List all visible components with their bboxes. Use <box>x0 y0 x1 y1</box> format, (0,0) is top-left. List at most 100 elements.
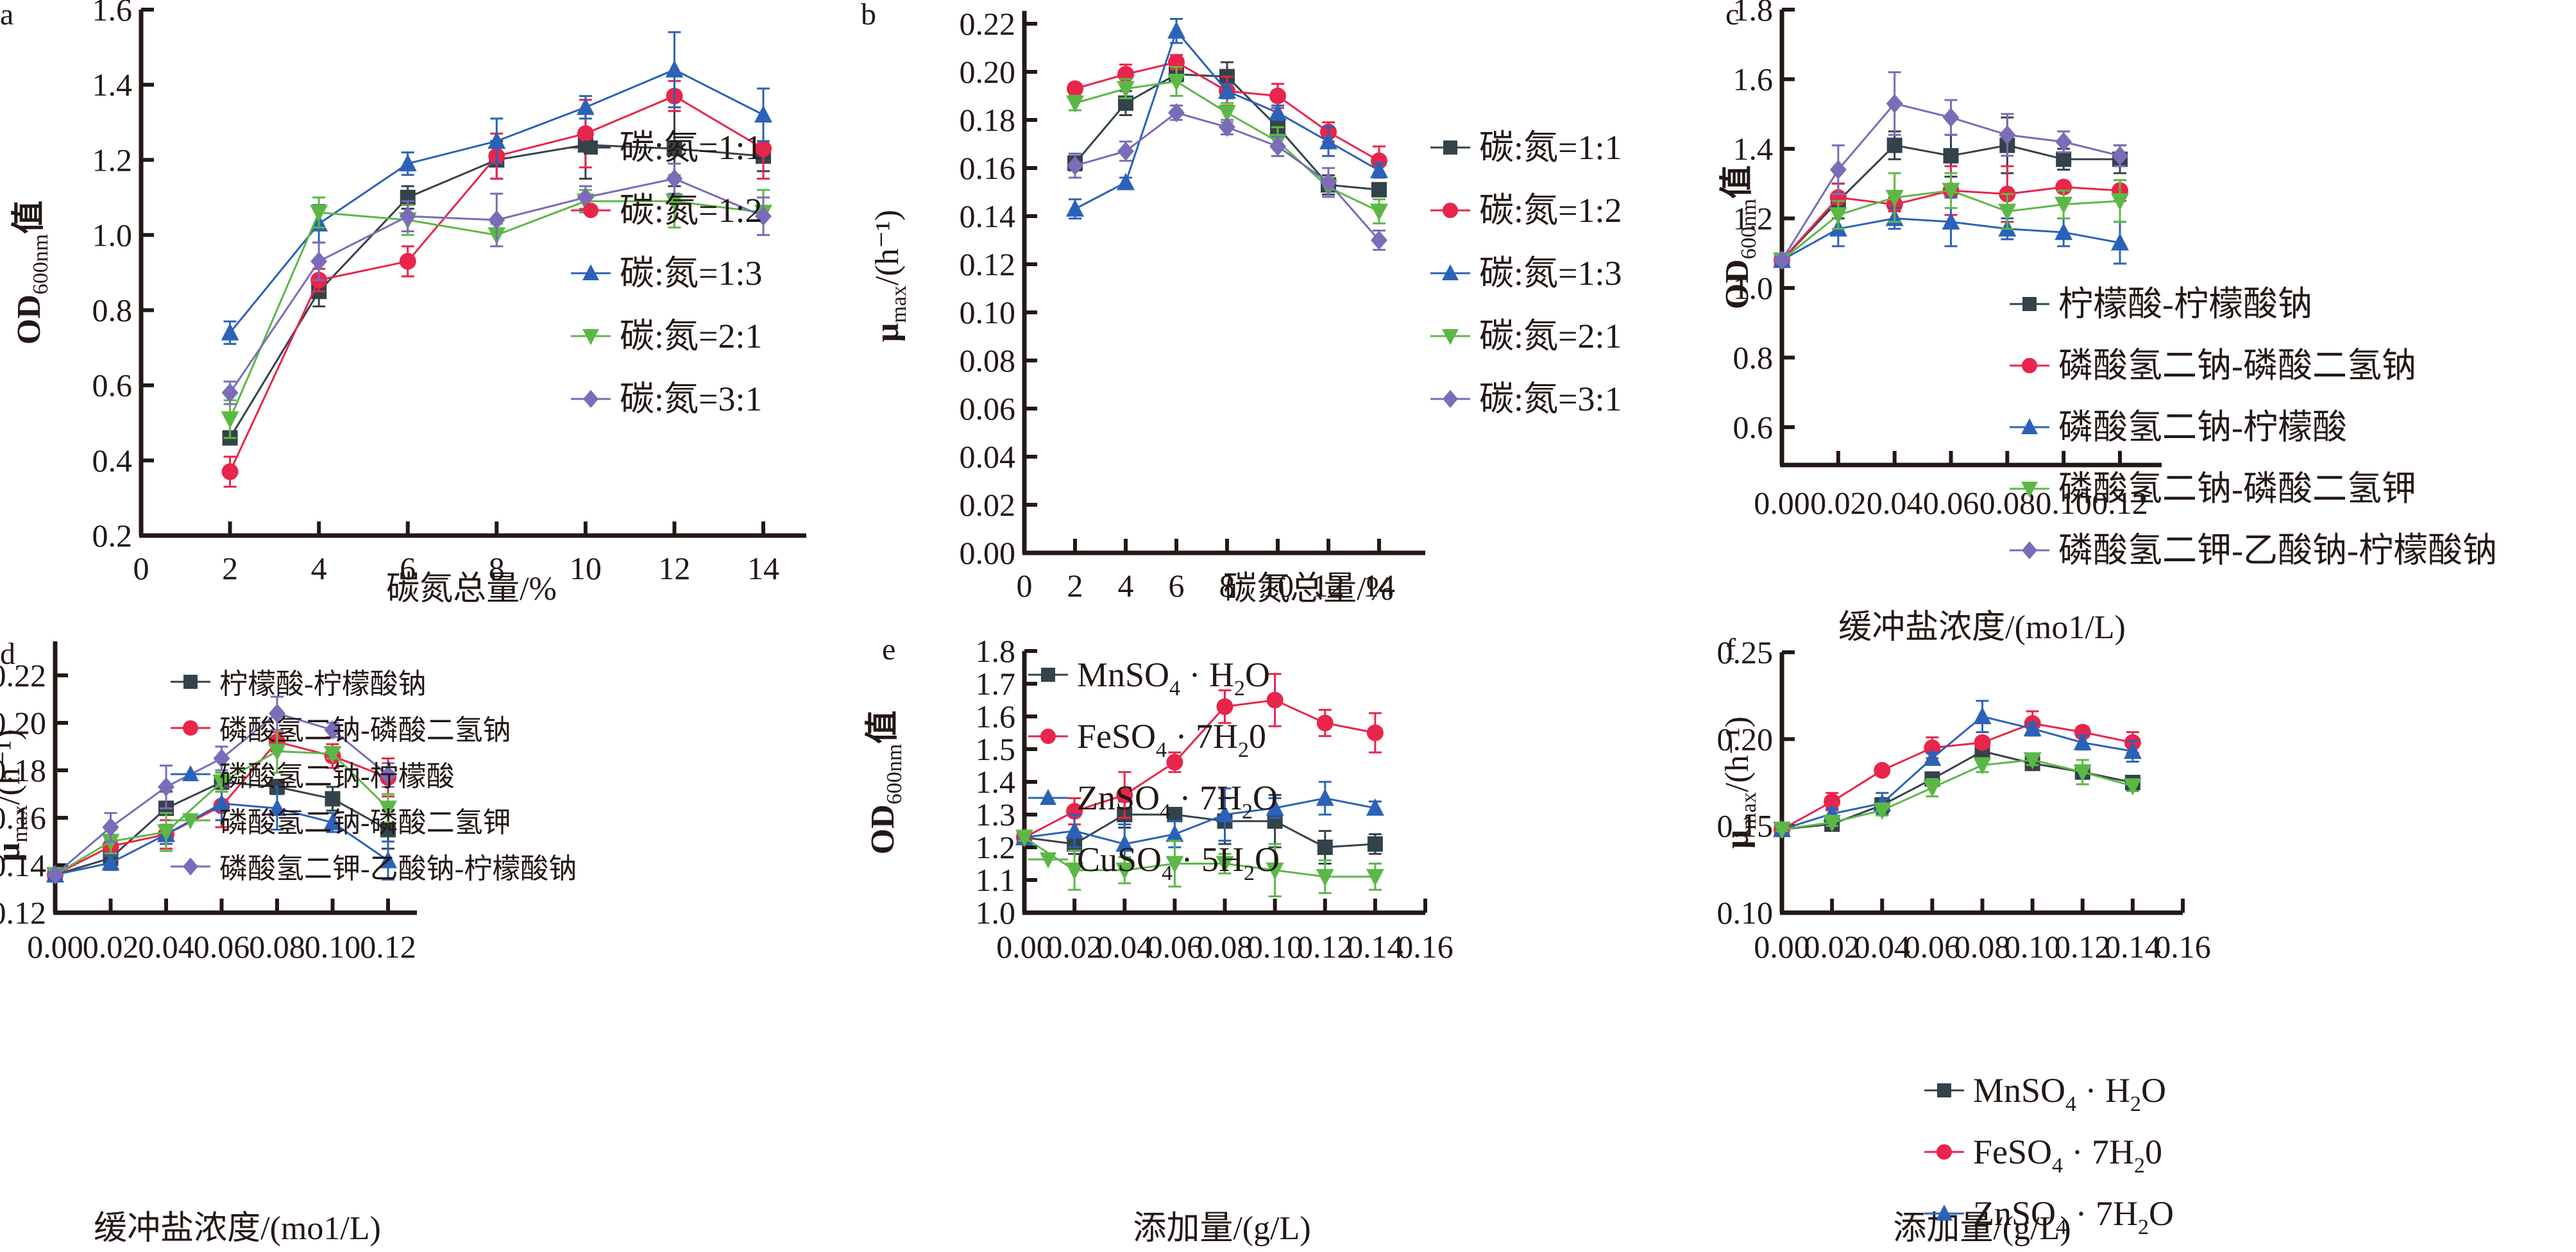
x-tick-label: 2 <box>222 550 238 586</box>
legend-label: 碳:氮=3:1 <box>1479 380 1622 418</box>
data-point <box>399 207 416 226</box>
data-point <box>1216 805 1234 822</box>
legend-marker <box>583 203 598 218</box>
legend-subscript: 2 <box>1234 677 1245 700</box>
data-point <box>1065 821 1084 839</box>
data-point <box>268 799 286 816</box>
data-point <box>101 853 120 871</box>
chart-panel-e: e 1.01.11.21.31.41.51.61.71.8 0.000.020.04… <box>864 632 1453 1247</box>
data-point <box>1167 21 1185 39</box>
x-tick-label: 14 <box>1363 568 1395 604</box>
y-tick-label: 0.10 <box>960 294 1016 330</box>
legend-label-part: O <box>2149 1194 2174 1233</box>
data-point <box>399 253 416 270</box>
legend-marker <box>2022 297 2037 311</box>
y-tick-label: 0.02 <box>960 487 1016 523</box>
y-tick-label: 0.12 <box>0 895 46 931</box>
data-point <box>1942 108 1960 128</box>
y-axis-title-main: OD <box>1719 259 1756 309</box>
x-tick-label: 0.16 <box>1397 929 1453 965</box>
series-3 <box>221 31 772 345</box>
data-point <box>1266 798 1284 816</box>
legend-subscript: 4 <box>1156 738 1167 762</box>
data-point <box>755 140 772 157</box>
data-point <box>1370 160 1388 178</box>
data-point <box>1266 862 1284 880</box>
data-point <box>1067 80 1083 97</box>
x-tick-label: 0.06 <box>1923 485 1979 521</box>
series-line <box>1024 813 1375 849</box>
legend-marker <box>582 264 599 280</box>
series-2 <box>1016 673 1384 846</box>
legend-label-part: · 5H <box>1173 840 1244 879</box>
legend-label: 碳:氮=1:1 <box>1479 128 1622 167</box>
data-point <box>1116 786 1133 804</box>
data-point <box>2023 752 2042 770</box>
data-point <box>2111 193 2129 211</box>
x-tick-label: 0.04 <box>1867 485 1923 521</box>
data-point <box>1216 698 1233 715</box>
data-point <box>1886 137 1902 153</box>
x-tick-label: 0.08 <box>1954 929 2011 965</box>
y-tick-label: 1.0 <box>1733 270 1774 306</box>
y-axis-title-sub: max <box>1737 792 1761 830</box>
data-point <box>2023 719 2042 737</box>
data-point <box>2073 732 2092 750</box>
data-point <box>1316 868 1334 886</box>
legend-label: 碳:氮=1:2 <box>620 191 762 230</box>
x-tick-label: 12 <box>658 550 690 586</box>
data-point <box>1117 141 1134 161</box>
legend-marker <box>183 858 198 876</box>
data-point <box>1366 868 1384 886</box>
x-axis-title: 缓冲盐浓度/(mo1/L) <box>1838 609 2126 646</box>
data-point <box>221 463 239 480</box>
legend-label: 碳:氮=1:3 <box>1479 254 1622 292</box>
data-point <box>2112 146 2128 165</box>
data-point <box>1015 829 1033 847</box>
data-point <box>1067 156 1083 176</box>
y-tick-label: 0.22 <box>960 6 1016 42</box>
data-point <box>1166 754 1183 771</box>
y-tick-label: 1.4 <box>1733 131 1774 167</box>
x-tick-label: 4 <box>1118 568 1134 604</box>
legend-marker <box>582 329 599 345</box>
data-point <box>1371 182 1387 198</box>
x-tick-label: 0.10 <box>2004 929 2061 965</box>
legend-marker <box>1040 729 1056 744</box>
y-tick-label: 0.18 <box>0 752 46 788</box>
series-4 <box>1015 829 1384 897</box>
y-tick-label: 1.8 <box>1733 0 1774 28</box>
y-tick-label: 0.10 <box>1717 895 1774 931</box>
series-5 <box>221 162 772 405</box>
x-tick-label: 4 <box>311 550 327 586</box>
legend-marker <box>1443 390 1458 408</box>
data-point <box>577 187 594 207</box>
data-point <box>1316 715 1334 732</box>
data-point <box>1924 739 1941 756</box>
data-point <box>1117 173 1135 190</box>
data-point <box>1923 780 1942 798</box>
y-axis-title-suffix: 值 <box>10 201 47 234</box>
legend-label: ZnSO4 · 7H2O <box>1077 779 1278 824</box>
x-tick-label: 8 <box>489 550 505 586</box>
x-tick-label: 0.14 <box>2105 929 2161 965</box>
y-axis-title-main: μ <box>1719 830 1756 849</box>
data-point <box>1115 862 1134 880</box>
y-tick-label: 0.06 <box>960 391 1016 427</box>
y-tick-label: 1.2 <box>92 142 133 178</box>
y-tick-label: 1.5 <box>976 731 1016 767</box>
data-point <box>577 125 594 142</box>
y-tick-label: 0.25 <box>1717 634 1774 670</box>
data-point <box>380 765 396 785</box>
legend-marker <box>1936 1144 1952 1160</box>
legend-subscript: 4 <box>2065 1092 2076 1116</box>
legend-label-part: · 7H <box>2063 1133 2134 1171</box>
data-point <box>158 777 174 797</box>
legend: 柠檬酸-柠檬酸钠磷酸氢二钠-磷酸二氢钠磷酸氢二钠-柠檬酸磷酸氢二钠-磷酸二氢钾磷… <box>2010 285 2497 570</box>
data-point <box>1269 103 1287 121</box>
series-5 <box>1774 71 2128 270</box>
y-axis-title-suffix: /(h⁻¹) <box>1719 716 1756 792</box>
data-point <box>1167 807 1183 822</box>
panel-letter: a <box>0 0 13 31</box>
series-5 <box>47 695 396 884</box>
